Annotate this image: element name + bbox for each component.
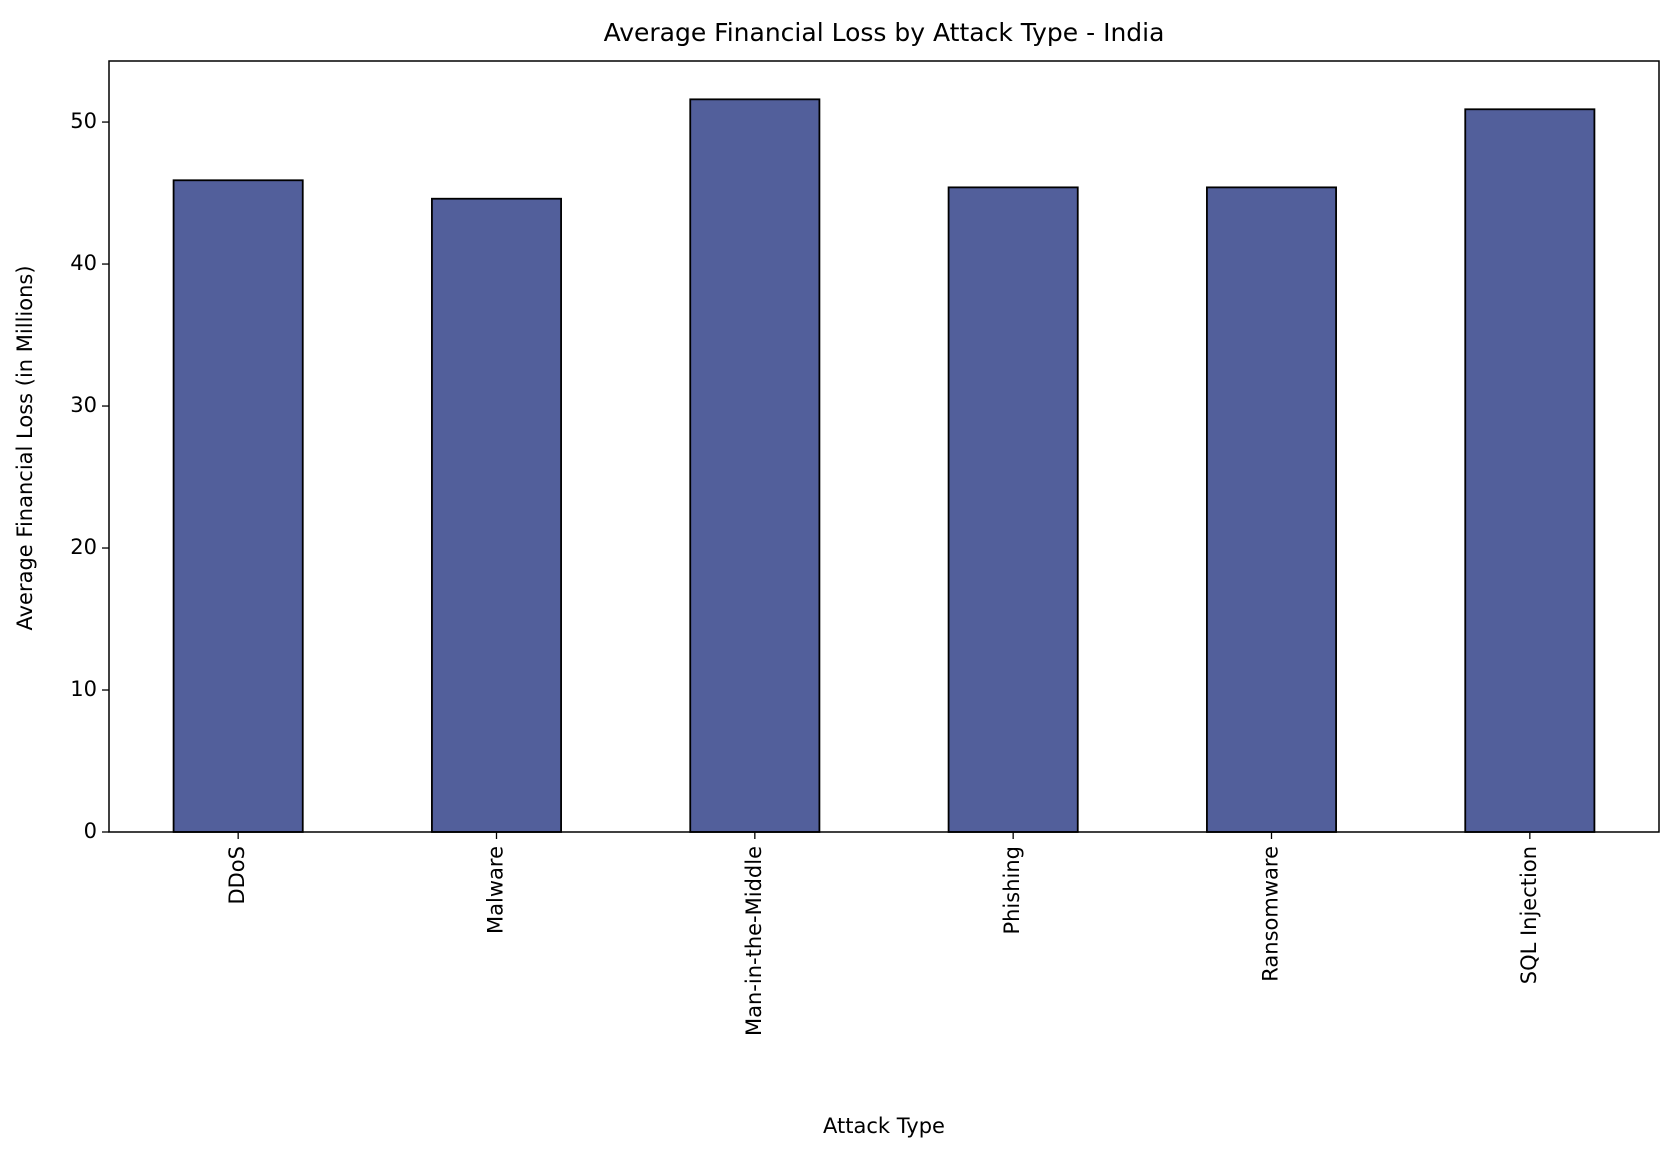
chart-title: Average Financial Loss by Attack Type - … <box>604 18 1165 47</box>
plot-frame <box>108 60 1660 833</box>
bar <box>947 186 1079 833</box>
bar <box>172 179 304 833</box>
x-tick-label: SQL Injection <box>1517 846 1541 984</box>
y-tick-label: 0 <box>84 819 97 843</box>
x-tick-label: Malware <box>484 846 508 934</box>
x-axis-label: Attack Type <box>823 1114 945 1138</box>
y-tick-label: 50 <box>70 109 97 133</box>
bar <box>1464 108 1596 833</box>
y-axis-label: Average Financial Loss (in Millions) <box>13 265 37 630</box>
bar <box>1206 186 1337 833</box>
x-tick-label: Phishing <box>1000 846 1024 935</box>
y-tick-label: 10 <box>70 677 97 701</box>
y-tick-label: 40 <box>70 251 97 275</box>
bar <box>689 98 821 833</box>
bar <box>431 197 562 833</box>
x-tick-label: DDoS <box>225 846 249 905</box>
y-tick-label: 30 <box>70 393 97 417</box>
x-tick-label: Man-in-the-Middle <box>742 846 766 1036</box>
x-tick-label: Ransomware <box>1259 846 1283 982</box>
y-tick-label: 20 <box>70 535 97 559</box>
